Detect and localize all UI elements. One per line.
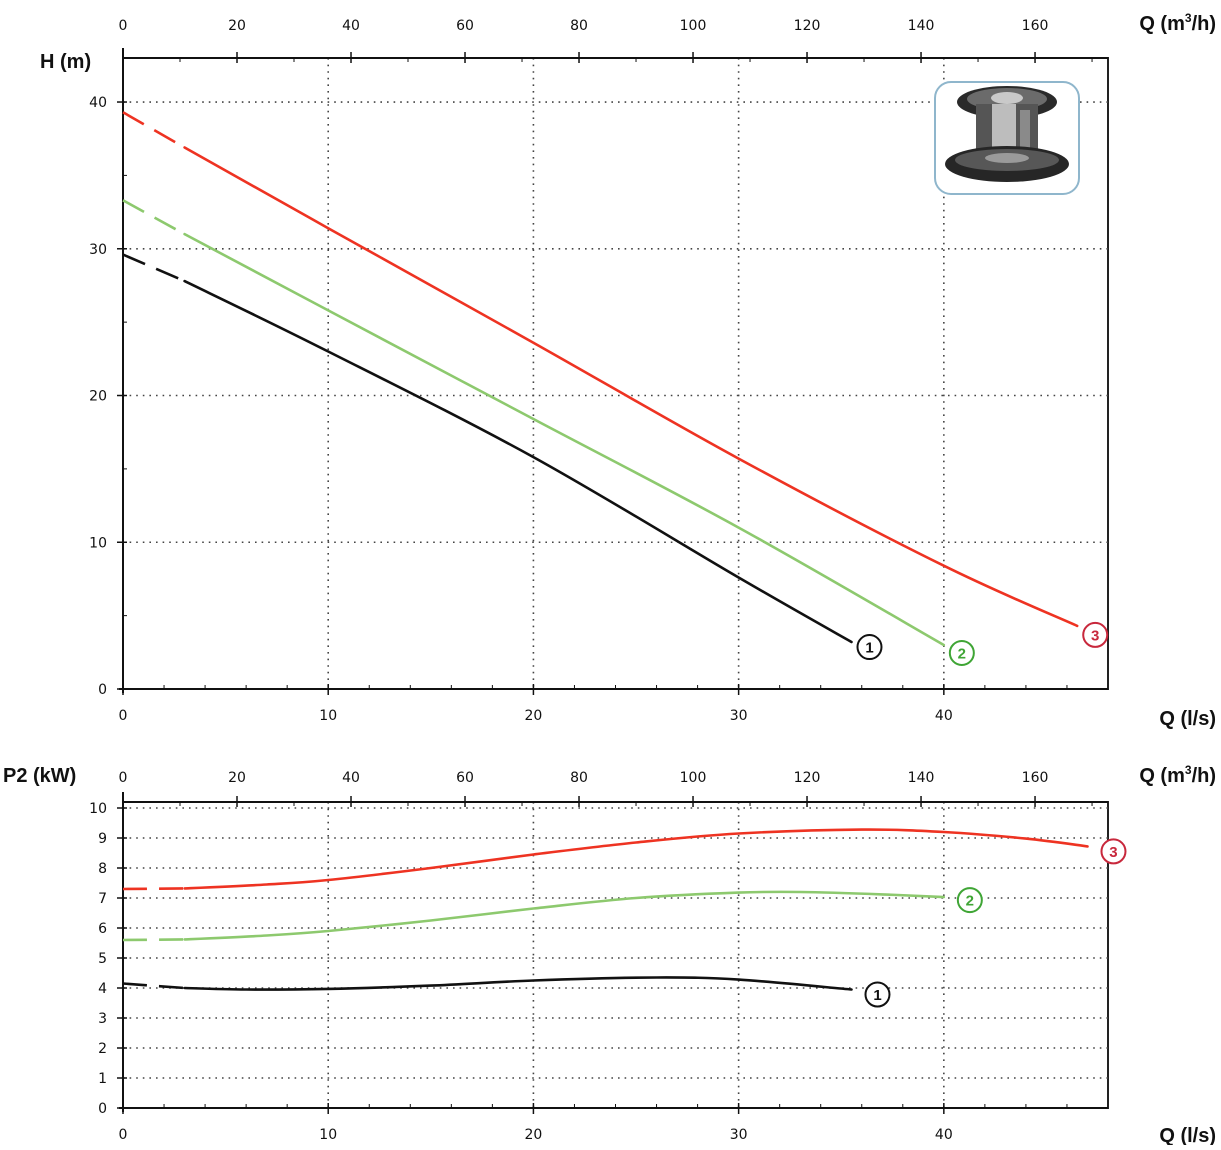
x2-tick-label: 20 bbox=[228, 18, 246, 34]
y-tick-label: 7 bbox=[98, 891, 107, 907]
x2-axis-label: Q (m3/h) bbox=[1139, 11, 1216, 35]
y-tick-label: 6 bbox=[98, 921, 107, 937]
x2-tick-label: 80 bbox=[570, 18, 588, 34]
y-tick-label: 1 bbox=[98, 1071, 107, 1087]
x2-tick-label: 120 bbox=[794, 18, 821, 34]
pump-impeller-photo bbox=[935, 82, 1079, 194]
y-tick-label: 10 bbox=[89, 535, 107, 551]
y-tick-label: 0 bbox=[98, 682, 107, 698]
x2-tick-label: 40 bbox=[342, 770, 360, 786]
series-2-dashed-segment bbox=[123, 939, 185, 940]
series-1-label: 1 bbox=[873, 987, 881, 1004]
x-tick-label: 0 bbox=[119, 1127, 128, 1143]
x-tick-label: 20 bbox=[525, 708, 543, 724]
x-tick-label: 40 bbox=[935, 1127, 953, 1143]
x2-tick-label: 140 bbox=[908, 18, 935, 34]
y-tick-label: 20 bbox=[89, 389, 107, 405]
y-tick-label: 2 bbox=[98, 1041, 107, 1057]
y-tick-label: 5 bbox=[98, 951, 107, 967]
x2-tick-label: 160 bbox=[1022, 18, 1049, 34]
series-2: 2 bbox=[123, 200, 974, 665]
x2-tick-label: 0 bbox=[119, 770, 128, 786]
series-2-line bbox=[185, 892, 944, 940]
series-2-label: 2 bbox=[966, 893, 974, 910]
x-axis-label: Q (l/s) bbox=[1159, 708, 1216, 730]
series-1-dashed-segment bbox=[123, 255, 185, 282]
x2-tick-label: 120 bbox=[794, 770, 821, 786]
x2-axis-label: Q (m3/h) bbox=[1139, 763, 1216, 787]
y-tick-label: 4 bbox=[98, 981, 107, 997]
x2-tick-label: 160 bbox=[1022, 770, 1049, 786]
x2-tick-label: 100 bbox=[680, 770, 707, 786]
x-tick-label: 10 bbox=[319, 1127, 337, 1143]
series-2-dashed-segment bbox=[123, 200, 185, 234]
series-3-label: 3 bbox=[1091, 627, 1099, 644]
series-3-label: 3 bbox=[1109, 844, 1117, 861]
x2-tick-label: 40 bbox=[342, 18, 360, 34]
y-tick-label: 10 bbox=[89, 801, 107, 817]
y-tick-label: 30 bbox=[89, 242, 107, 258]
y-tick-label: 40 bbox=[89, 95, 107, 111]
series-3-dashed-segment bbox=[123, 112, 185, 147]
x2-tick-label: 60 bbox=[456, 770, 474, 786]
series-3-dashed-segment bbox=[123, 888, 185, 889]
y-tick-label: 3 bbox=[98, 1011, 107, 1027]
x2-tick-label: 100 bbox=[680, 18, 707, 34]
series-3-line bbox=[185, 830, 1088, 889]
series-1-dashed-segment bbox=[123, 984, 185, 989]
x-tick-label: 20 bbox=[525, 1127, 543, 1143]
series-1: 1 bbox=[123, 977, 889, 1006]
plot-frame bbox=[123, 802, 1108, 1108]
series-2-line bbox=[185, 234, 944, 645]
x-tick-label: 30 bbox=[730, 1127, 748, 1143]
y-tick-label: 0 bbox=[98, 1101, 107, 1117]
series-1: 1 bbox=[123, 255, 881, 659]
x2-tick-label: 0 bbox=[119, 18, 128, 34]
y-tick-label: 9 bbox=[98, 831, 107, 847]
series-1-label: 1 bbox=[865, 640, 873, 657]
x-tick-label: 10 bbox=[319, 708, 337, 724]
x2-tick-label: 140 bbox=[908, 770, 935, 786]
x-tick-label: 30 bbox=[730, 708, 748, 724]
y-tick-label: 8 bbox=[98, 861, 107, 877]
x-tick-label: 40 bbox=[935, 708, 953, 724]
x2-tick-label: 60 bbox=[456, 18, 474, 34]
x2-tick-label: 20 bbox=[228, 770, 246, 786]
x2-tick-label: 80 bbox=[570, 770, 588, 786]
series-2: 2 bbox=[123, 888, 982, 940]
y-axis-label: H (m) bbox=[40, 51, 91, 73]
x-tick-label: 0 bbox=[119, 708, 128, 724]
y-axis-label: P2 (kW) bbox=[3, 765, 76, 787]
series-2-label: 2 bbox=[958, 645, 966, 662]
x-axis-label: Q (l/s) bbox=[1159, 1125, 1216, 1145]
